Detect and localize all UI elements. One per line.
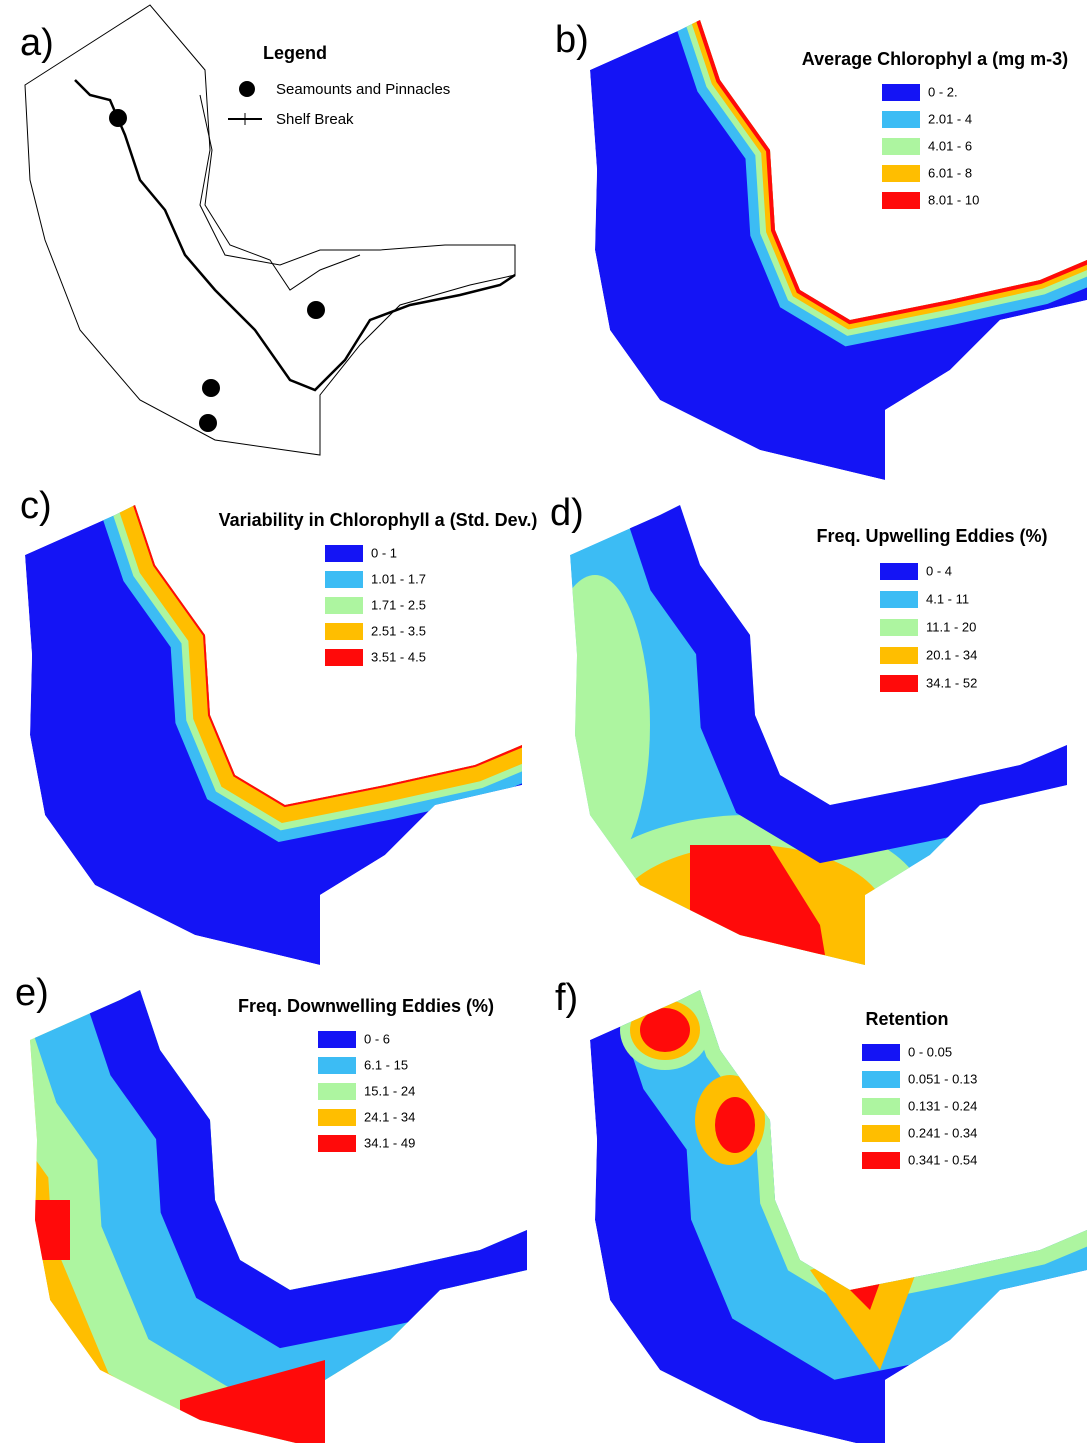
legend-swatch xyxy=(882,165,920,182)
legend-swatch xyxy=(862,1125,900,1142)
legend-item-label: 0 - 6 xyxy=(364,1031,390,1046)
legend-item-label: 20.1 - 34 xyxy=(926,647,977,662)
panel-a-map xyxy=(24,4,516,456)
legend-item-label: 4.1 - 11 xyxy=(926,591,969,606)
legend-swatch xyxy=(880,675,918,692)
legend-item-label: 0.241 - 0.34 xyxy=(908,1125,977,1140)
legend-swatch xyxy=(862,1152,900,1169)
legend-item-label: 0.131 - 0.24 xyxy=(908,1098,977,1113)
panel-e-map xyxy=(30,990,527,1443)
panel-label: d) xyxy=(550,492,584,534)
legend-swatch xyxy=(325,571,363,588)
legend-item-label: 1.71 - 2.5 xyxy=(371,597,426,612)
legend-swatch xyxy=(318,1031,356,1048)
legend-item-label: 34.1 - 49 xyxy=(364,1135,415,1150)
legend-swatch xyxy=(880,591,918,608)
annotations: a) Legend Seamounts and Pinnacles Shelf Bre… xyxy=(15,19,1068,1169)
legend-item-label: 6.01 - 8 xyxy=(928,165,972,180)
legend-swatch xyxy=(880,619,918,636)
panel-f-map xyxy=(590,990,1087,1443)
panel-label: f) xyxy=(555,977,578,1019)
legend-title: Freq. Downwelling Eddies (%) xyxy=(238,996,494,1016)
legend-swatch xyxy=(318,1057,356,1074)
legend-item-label: 6.1 - 15 xyxy=(364,1057,408,1072)
legend-item-label: 34.1 - 52 xyxy=(926,675,977,690)
panel-label: e) xyxy=(15,972,49,1014)
legend-swatch xyxy=(880,647,918,664)
legend-swatch xyxy=(862,1071,900,1088)
legend-swatch xyxy=(882,84,920,101)
legend-title: Legend xyxy=(263,43,327,63)
legend-item-label: 11.1 - 20 xyxy=(926,619,976,634)
panel-b-map xyxy=(590,20,1087,480)
legend-item-label: 3.51 - 4.5 xyxy=(371,649,426,664)
legend-title: Variability in Chlorophyll a (Std. Dev.) xyxy=(219,510,538,530)
legend-item-label: 0 - 2. xyxy=(928,84,958,99)
panel-label: a) xyxy=(20,22,54,64)
legend-title: Retention xyxy=(866,1009,949,1029)
legend-swatch xyxy=(880,563,918,580)
legend-item-label: 24.1 - 34 xyxy=(364,1109,415,1124)
legend-swatch xyxy=(882,111,920,128)
map-region xyxy=(715,1097,755,1153)
map-region xyxy=(570,575,650,875)
legend-item-label: 2.01 - 4 xyxy=(928,111,972,126)
legend-title: Freq. Upwelling Eddies (%) xyxy=(816,526,1047,546)
legend-swatch xyxy=(318,1083,356,1100)
legend-item-label: 15.1 - 24 xyxy=(364,1083,415,1098)
legend-swatch xyxy=(862,1044,900,1061)
legend-item-label: 8.01 - 10 xyxy=(928,192,979,207)
map-region xyxy=(640,1008,690,1052)
legend-swatch xyxy=(882,138,920,155)
legend-swatch xyxy=(325,649,363,666)
legend-swatch xyxy=(862,1098,900,1115)
legend-item-label: 2.51 - 3.5 xyxy=(371,623,426,638)
legend-title: Average Chlorophyl a (mg m-3) xyxy=(802,49,1068,69)
legend-swatch xyxy=(325,597,363,614)
legend-item-label: 0 - 0.05 xyxy=(908,1044,952,1059)
panel-c-map xyxy=(25,505,522,965)
legend-swatch xyxy=(325,623,363,640)
legend-item-label: Seamounts and Pinnacles xyxy=(276,81,450,98)
panel-label: c) xyxy=(20,485,52,527)
legend-item-label: 1.01 - 1.7 xyxy=(371,571,426,586)
legend-item-label: 4.01 - 6 xyxy=(928,138,972,153)
legend-item-label: 0.341 - 0.54 xyxy=(908,1152,977,1167)
map-region xyxy=(25,505,522,965)
legend-swatch xyxy=(325,545,363,562)
map-region xyxy=(590,20,1087,480)
map-region xyxy=(30,1200,70,1260)
panel-d-map xyxy=(570,505,1067,965)
legend-item-label: 0 - 1 xyxy=(371,545,397,560)
legend-swatch xyxy=(318,1135,356,1152)
legend-item-label: Shelf Break xyxy=(276,111,354,128)
panel-label: b) xyxy=(555,19,589,61)
legend-item-label: 0 - 4 xyxy=(926,563,952,578)
legend-item-label: 0.051 - 0.13 xyxy=(908,1071,977,1086)
legend-swatch xyxy=(318,1109,356,1126)
legend-swatch xyxy=(882,192,920,209)
